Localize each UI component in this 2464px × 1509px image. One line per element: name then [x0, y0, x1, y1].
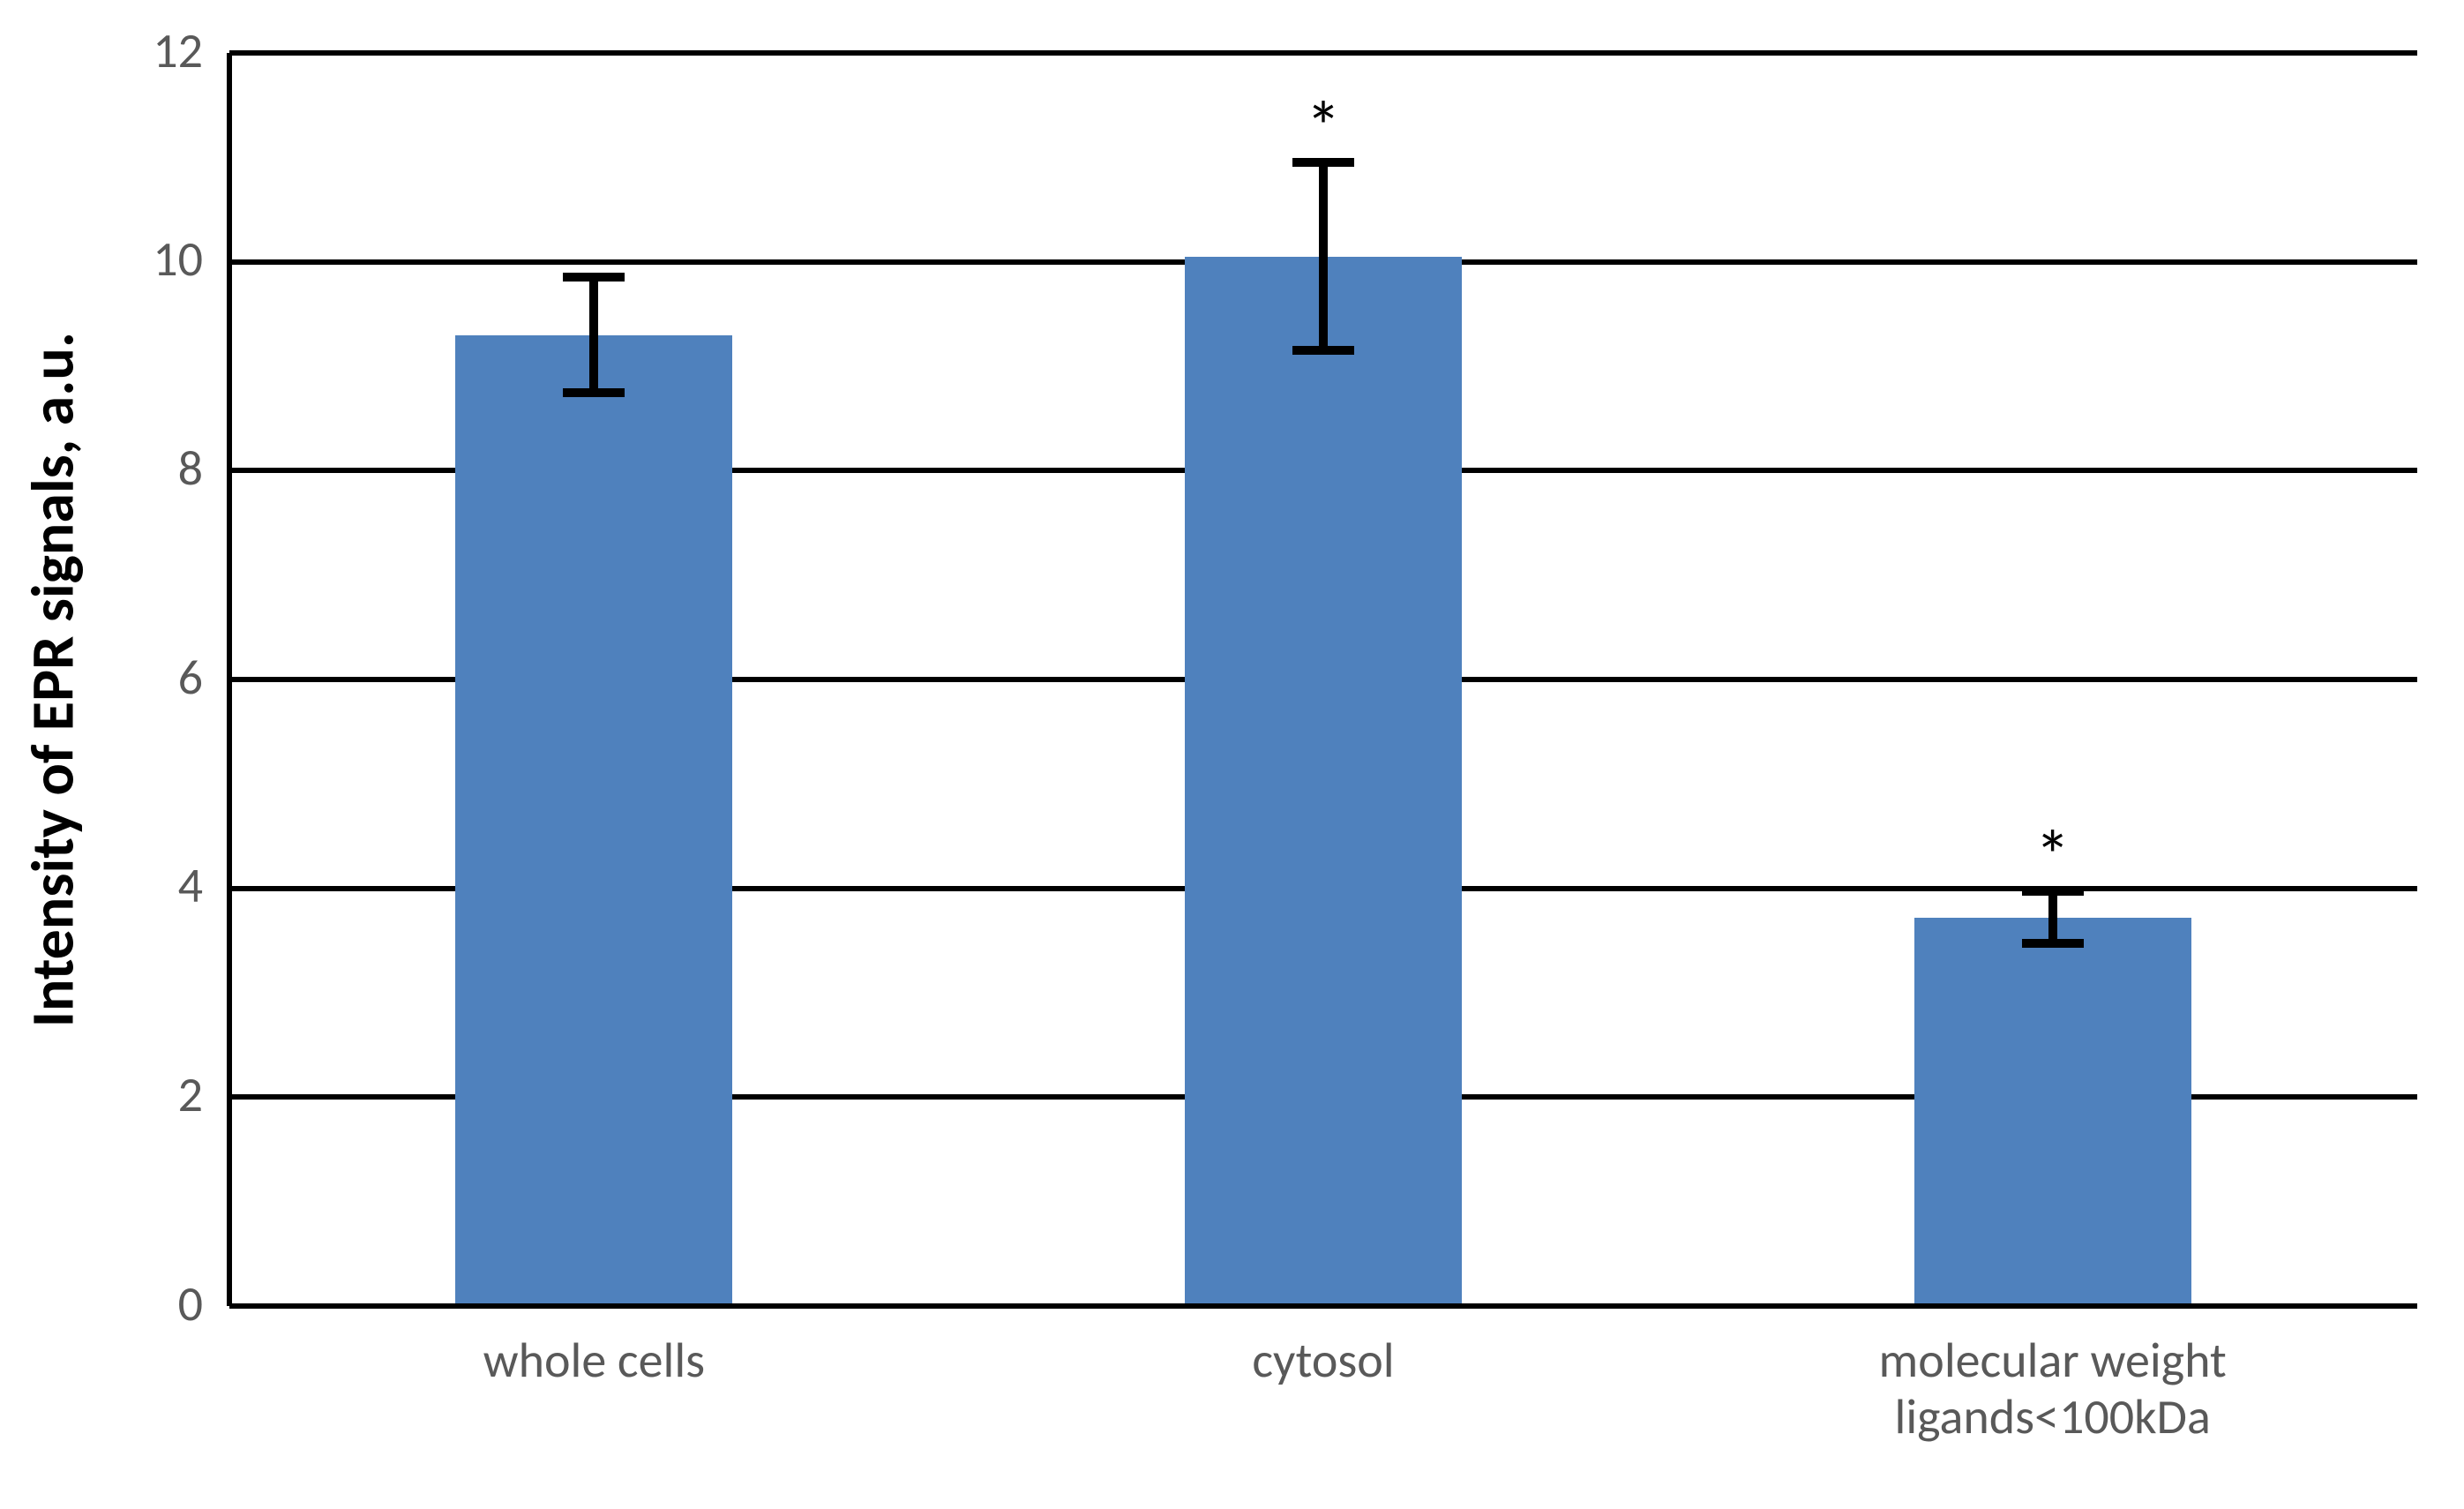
x-category-label: cytosol [959, 1333, 1689, 1389]
plot-border-top [229, 50, 2417, 56]
y-axis-line [227, 53, 232, 1306]
epr-bar-chart: Intensity of EPR signals, a.u. 024681012… [0, 0, 2464, 1509]
y-tick-label: 12 [106, 21, 203, 81]
y-tick-label: 6 [106, 648, 203, 708]
errorbar-cap-bottom [2022, 939, 2084, 948]
errorbar-cap-top [563, 273, 625, 282]
y-axis-label: Intensity of EPR signals, a.u. [17, 332, 90, 1027]
errorbar-cap-bottom [1292, 346, 1354, 355]
significance-marker: * [2000, 814, 2106, 899]
bar [1185, 257, 1462, 1306]
x-category-label: whole cells [229, 1333, 959, 1389]
y-tick-label: 10 [106, 229, 203, 289]
x-axis-line [229, 1303, 2417, 1309]
bar [1914, 918, 2191, 1306]
errorbar-stem [1319, 162, 1328, 350]
y-tick-label: 2 [106, 1065, 203, 1125]
y-tick-label: 8 [106, 439, 203, 499]
errorbar-stem [589, 277, 598, 392]
significance-marker: * [1270, 85, 1376, 170]
y-tick-label: 0 [106, 1274, 203, 1334]
x-category-label: molecular weightligands<100kDa [1688, 1333, 2417, 1446]
errorbar-cap-bottom [563, 388, 625, 397]
bar [455, 335, 732, 1307]
y-tick-label: 4 [106, 856, 203, 916]
plot-area: 024681012whole cells*cytosol*molecular w… [229, 53, 2417, 1306]
